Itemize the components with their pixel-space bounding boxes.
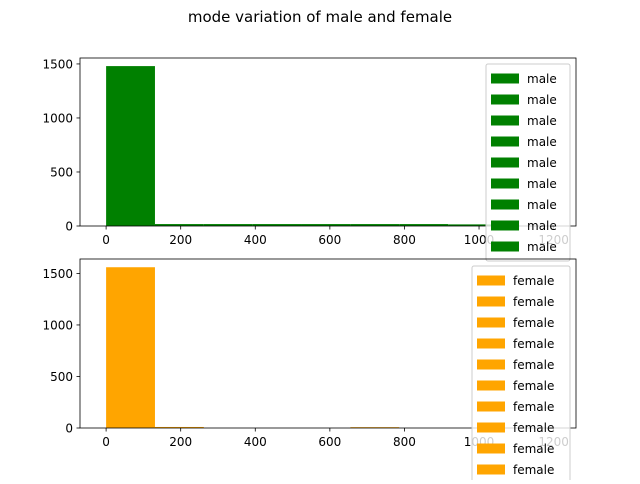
- axes-frame: [79, 258, 577, 429]
- x-tick-label: 600: [318, 435, 341, 449]
- legend-swatch: [477, 338, 505, 349]
- legend-box: [485, 63, 571, 262]
- legend-swatch: [491, 73, 519, 84]
- legend-label: male: [527, 114, 557, 128]
- x-tick-label: 0: [102, 435, 110, 449]
- legend-label: male: [527, 198, 557, 212]
- legend-swatch: [477, 359, 505, 370]
- histogram-bar: [154, 224, 204, 226]
- legend-swatch: [477, 401, 505, 412]
- legend-label: female: [513, 400, 554, 414]
- legend-label: male: [527, 135, 557, 149]
- legend-swatch: [477, 296, 505, 307]
- legend-label: female: [513, 316, 554, 330]
- histogram-bar: [203, 224, 253, 226]
- histogram-bar: [154, 426, 204, 428]
- legend-swatch: [491, 136, 519, 147]
- legend-swatch: [477, 275, 505, 286]
- legend-swatch: [491, 220, 519, 231]
- legend-swatch: [477, 317, 505, 328]
- histogram-bar: [106, 66, 155, 226]
- histogram-bar: [301, 224, 351, 226]
- legend-swatch: [491, 199, 519, 210]
- histogram-bar: [448, 224, 497, 226]
- x-tick-label: 800: [393, 233, 416, 247]
- legend-swatch: [477, 464, 505, 475]
- legend-swatch: [491, 115, 519, 126]
- histogram-bar: [399, 224, 449, 226]
- legend-label: male: [527, 240, 557, 254]
- y-tick-label: 1000: [42, 111, 73, 125]
- y-tick-label: 500: [50, 370, 73, 384]
- x-tick-label: 400: [244, 233, 267, 247]
- histogram-bar: [350, 224, 400, 226]
- legend-label: female: [513, 295, 554, 309]
- legend-label: male: [527, 72, 557, 86]
- x-tick-label: 400: [244, 435, 267, 449]
- legend-swatch: [477, 443, 505, 454]
- y-tick-label: 0: [65, 422, 73, 436]
- legend-swatch: [491, 178, 519, 189]
- x-tick-label: 800: [393, 435, 416, 449]
- legend-label: male: [527, 177, 557, 191]
- legend: male male male male male male male male male: [485, 63, 571, 262]
- legend-label: female: [513, 379, 554, 393]
- legend-swatch: [491, 241, 519, 252]
- legend-label: male: [527, 156, 557, 170]
- legend-label: male: [527, 93, 557, 107]
- y-tick-label: 0: [65, 220, 73, 234]
- x-tick-label: 0: [102, 233, 110, 247]
- y-tick-label: 500: [50, 165, 73, 179]
- legend-label: female: [513, 358, 554, 372]
- x-tick-label: 200: [169, 233, 192, 247]
- bottom-subplot: 020040060080010001200050010001500femalef…: [42, 258, 577, 484]
- top-subplot: 020040060080010001200050010001500malemal…: [42, 57, 577, 262]
- histogram-bar: [106, 267, 155, 428]
- y-tick-label: 1000: [42, 318, 73, 332]
- legend-label: female: [513, 274, 554, 288]
- figure-title: mode variation of male and female: [188, 8, 452, 26]
- legend-swatch: [491, 157, 519, 168]
- legend-label: female: [513, 442, 554, 456]
- x-tick-label: 600: [318, 233, 341, 247]
- legend-label: female: [513, 463, 554, 477]
- legend-label: female: [513, 421, 554, 435]
- legend: female female female female female female fema…: [471, 265, 571, 484]
- legend-label: female: [513, 337, 554, 351]
- legend-swatch: [477, 380, 505, 391]
- histogram-bar: [350, 427, 400, 428]
- y-tick-label: 1500: [42, 267, 73, 281]
- legend-swatch: [477, 422, 505, 433]
- histogram-bar: [252, 224, 302, 226]
- legend-label: male: [527, 219, 557, 233]
- y-tick-label: 1500: [42, 57, 73, 71]
- axes-frame: [79, 57, 577, 227]
- legend-swatch: [491, 94, 519, 105]
- x-tick-label: 200: [169, 435, 192, 449]
